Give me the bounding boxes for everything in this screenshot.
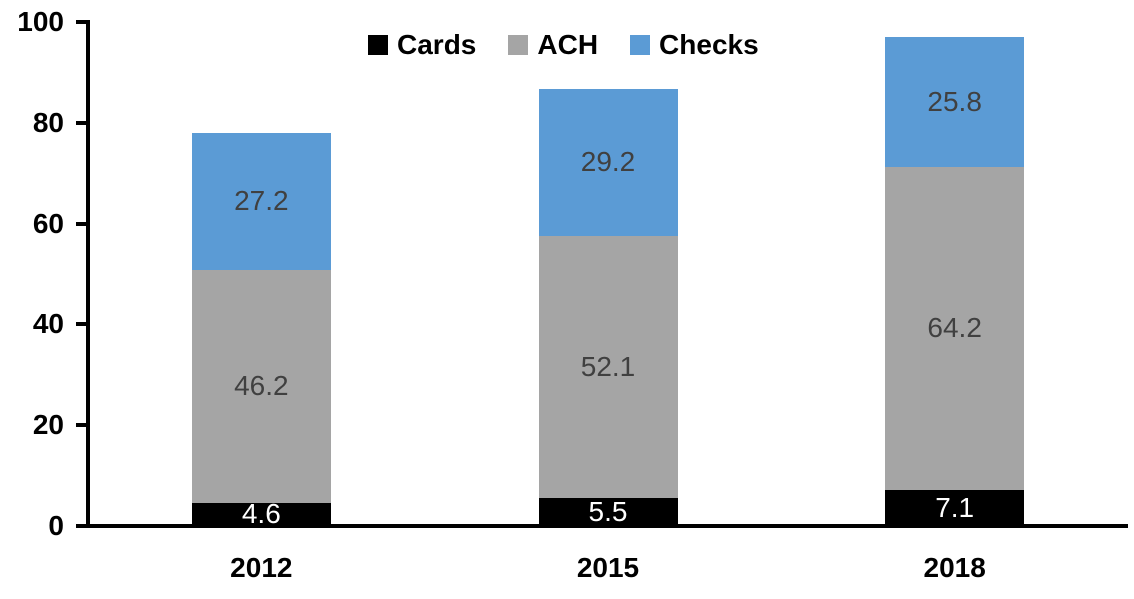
y-tick-label-60: 60: [32, 207, 64, 239]
bar-value-label: 27.2: [234, 185, 289, 217]
bar-segment-ach-2015: 52.1: [538, 235, 678, 499]
x-category-label-2015: 2015: [576, 552, 640, 583]
bar-segment-ach-2018: 64.2: [885, 166, 1025, 491]
bar-segment-cards-2015: 5.5: [538, 496, 678, 528]
bar-value-label: 64.2: [927, 312, 982, 344]
y-tick-label-0: 0: [48, 510, 64, 541]
x-category-label-2012: 2012: [230, 552, 293, 583]
y-axis-line: [86, 20, 90, 528]
bar-segment-cards-2012: 4.6: [191, 498, 331, 530]
legend-label: ACH: [537, 29, 599, 60]
x-category-label-2018: 2018: [923, 552, 986, 583]
y-tick-40: [76, 322, 88, 327]
bar-value-label: 7.1: [935, 492, 975, 524]
bar-value-label: 46.2: [234, 370, 289, 402]
bar-segment-cards-2018: 7.1: [885, 490, 1025, 526]
legend-label: Cards: [397, 29, 477, 60]
y-tick-60: [76, 221, 88, 226]
legend-swatch-checks-icon: [630, 35, 651, 55]
legend-item-cards: Cards: [368, 30, 476, 60]
bar-value-label: 25.8: [927, 85, 982, 117]
legend-swatch-ach-icon: [508, 35, 529, 55]
legend: Cards ACH Checks: [368, 30, 759, 60]
x-axis-line: [86, 524, 1128, 528]
bar-segment-checks-2018: 25.8: [885, 36, 1025, 167]
legend-item-ach: ACH: [508, 30, 598, 60]
y-tick-label-20: 20: [32, 409, 64, 441]
legend-swatch-cards-icon: [368, 35, 388, 55]
bar-segment-checks-2012: 27.2: [191, 132, 331, 270]
legend-item-checks: Checks: [630, 30, 759, 60]
bar-value-label: 4.6: [241, 498, 281, 530]
bar-segment-ach-2012: 46.2: [191, 269, 331, 503]
y-tick-label-80: 80: [32, 106, 64, 138]
bar-value-label: 5.5: [588, 496, 628, 528]
y-tick-0: [76, 524, 88, 528]
y-tick-100: [76, 20, 88, 24]
bar-value-label: 52.1: [580, 350, 636, 382]
bar-segment-checks-2015: 29.2: [538, 88, 678, 236]
y-tick-label-40: 40: [32, 308, 64, 340]
legend-label: Checks: [659, 29, 759, 60]
y-tick-20: [76, 423, 88, 428]
bar-value-label: 29.2: [580, 146, 636, 178]
y-tick-80: [76, 120, 88, 125]
y-tick-label-100: 100: [17, 6, 64, 37]
